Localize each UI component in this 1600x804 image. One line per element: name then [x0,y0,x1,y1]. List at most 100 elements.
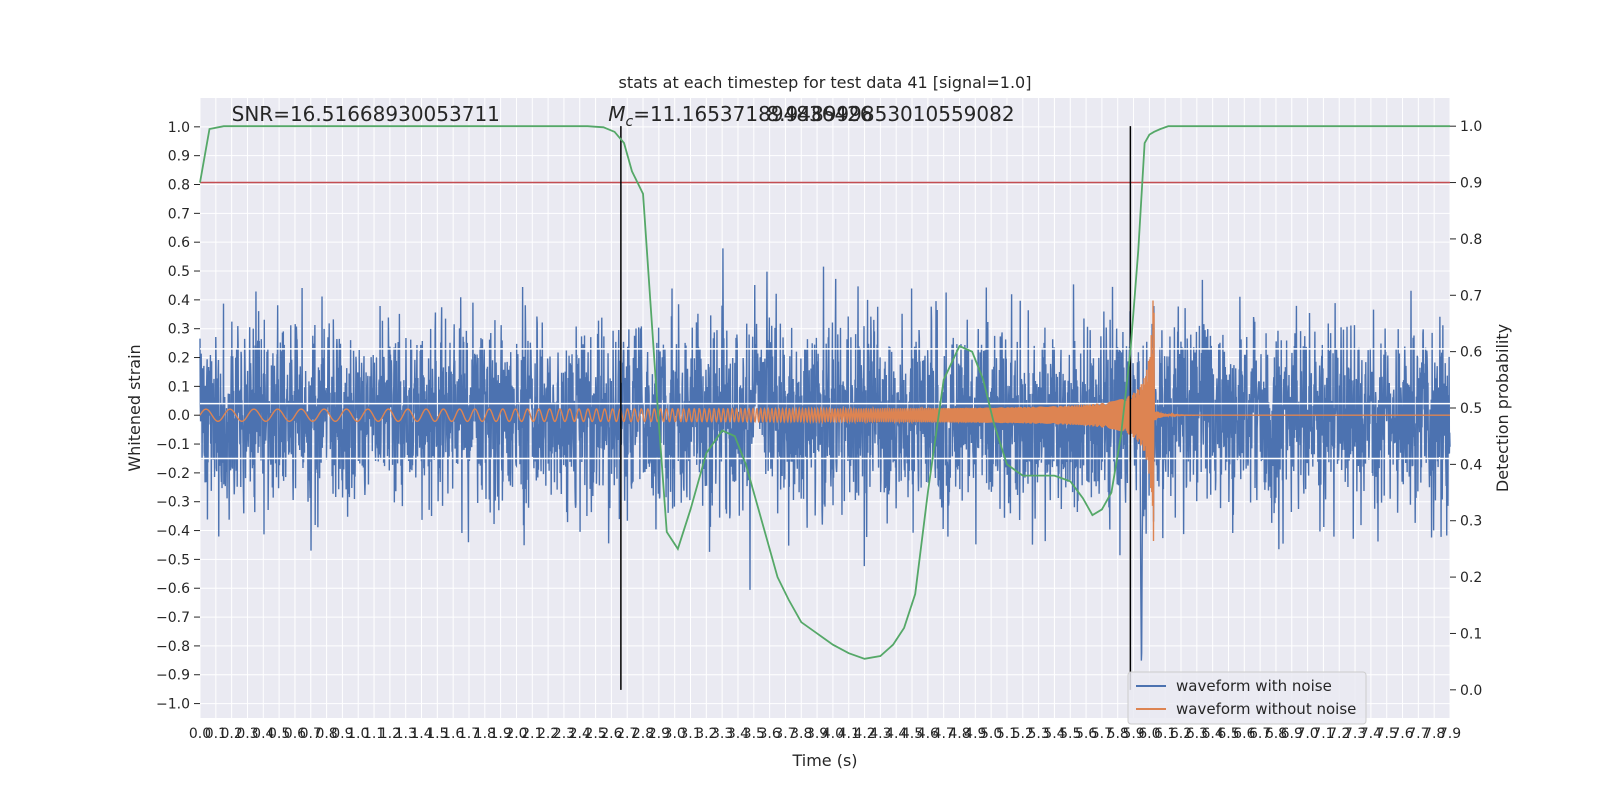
y-tick-label: 0.4 [168,293,190,309]
x-tick-label: 7.9 [1439,726,1461,742]
y-right-tick-label: 1.0 [1460,119,1482,135]
y-tick-label: −0.2 [156,466,190,482]
series-waveform-with-noise [199,248,1451,661]
y-tick-label: 0.1 [168,379,190,395]
y-right-tick-label: 0.6 [1460,345,1482,361]
x-tick-label: 7.5 [1376,726,1398,742]
x-tick-label: 2.2 [537,726,559,742]
x-tick-label: 4.3 [869,726,891,742]
x-tick-label: 4.6 [917,726,939,742]
x-tick-label: 5.8 [1107,726,1129,742]
x-tick-label: 3.6 [758,726,780,742]
x-tick-label: 5.7 [1091,726,1113,742]
y-right-tick-label: 0.2 [1460,570,1482,586]
y-tick-label: 0.6 [168,235,190,251]
y-right-tick-label: 0.0 [1460,683,1482,699]
x-tick-label: 0.6 [284,726,306,742]
annotations: SNR=16.51668930053711 Mc=11.1653718948364… [232,102,1015,130]
x-tick-label: 1.3 [395,726,417,742]
y-tick-label: 0.8 [168,178,190,194]
x-tick-label: 7.4 [1360,726,1382,742]
x-tick-label: 7.1 [1312,726,1334,742]
x-tick-label: 3.5 [743,726,765,742]
x-tick-label: 6.2 [1170,726,1192,742]
y-tick-label: −0.5 [156,552,190,568]
y-right-tick-label: 0.5 [1460,401,1482,417]
y-tick-label: −0.9 [156,668,190,684]
x-tick-label: 0.3 [236,726,258,742]
x-tick-label: 1.8 [474,726,496,742]
series-waveform-without-noise [199,300,1450,542]
annotation-text: SNR=16.51668930053711 [232,102,500,126]
x-tick-label: 2.9 [648,726,670,742]
x-tick-label: 0.5 [268,726,290,742]
y-tick-label: 0.2 [168,351,190,367]
x-tick-label: 2.0 [505,726,527,742]
x-tick-label: 2.7 [616,726,638,742]
y-tick-label: −0.1 [156,437,190,453]
x-tick-label: 0.1 [205,726,227,742]
x-tick-label: 5.3 [1027,726,1049,742]
x-tick-label: 6.6 [1233,726,1255,742]
y-right-tick-label: 0.4 [1460,457,1482,473]
x-tick-label: 1.2 [379,726,401,742]
axes-ticks: 0.00.10.20.30.40.50.60.70.80.91.01.11.21… [156,119,1482,742]
y-axis-label: Whitened strain [125,344,144,471]
x-tick-label: 3.2 [695,726,717,742]
y-right-tick-label: 0.9 [1460,176,1482,192]
x-tick-label: 5.4 [1043,726,1065,742]
y-tick-label: −0.4 [156,524,190,540]
x-tick-label: 3.0 [664,726,686,742]
chart-title: stats at each timestep for test data 41 … [619,73,1032,92]
x-tick-label: 1.1 [363,726,385,742]
x-tick-label: 5.5 [1059,726,1081,742]
y-right-tick-label: 0.7 [1460,288,1482,304]
y-right-tick-label: 0.8 [1460,232,1482,248]
x-tick-label: 4.5 [901,726,923,742]
x-tick-label: 0.7 [300,726,322,742]
y-tick-label: −0.7 [156,610,190,626]
y-tick-label: 0.3 [168,322,190,338]
x-tick-label: 5.1 [996,726,1018,742]
x-tick-label: 6.0 [1138,726,1160,742]
y-tick-label: 0.0 [168,408,190,424]
x-tick-label: 0.9 [331,726,353,742]
x-tick-label: 1.0 [347,726,369,742]
y-right-tick-label: 0.3 [1460,514,1482,530]
x-tick-label: 4.0 [822,726,844,742]
x-tick-label: 6.8 [1265,726,1287,742]
x-tick-label: 2.5 [584,726,606,742]
y-tick-label: 1.0 [168,120,190,136]
y-tick-label: −0.3 [156,495,190,511]
x-tick-label: 7.3 [1344,726,1366,742]
x-tick-label: 0.4 [252,726,274,742]
x-tick-label: 4.7 [933,726,955,742]
x-tick-label: 4.2 [853,726,875,742]
x-tick-label: 3.3 [711,726,733,742]
x-tick-label: 7.0 [1296,726,1318,742]
x-tick-label: 1.7 [458,726,480,742]
x-tick-label: 6.1 [1154,726,1176,742]
x-tick-label: 0.0 [189,726,211,742]
x-tick-label: 2.1 [521,726,543,742]
y-tick-label: 0.7 [168,206,190,222]
y-tick-label: 0.5 [168,264,190,280]
x-tick-label: 4.1 [838,726,860,742]
x-tick-label: 1.6 [442,726,464,742]
legend-entry-label: waveform without noise [1176,700,1356,718]
x-tick-label: 2.3 [553,726,575,742]
x-tick-label: 7.2 [1328,726,1350,742]
x-tick-label: 7.8 [1423,726,1445,742]
x-tick-label: 5.2 [1012,726,1034,742]
x-tick-label: 6.5 [1217,726,1239,742]
x-axis-label: Time (s) [791,751,857,770]
x-tick-label: 3.9 [806,726,828,742]
x-tick-label: 1.9 [490,726,512,742]
series-layer [199,125,1451,690]
legend: waveform with noise waveform without nois… [1127,671,1367,725]
x-tick-label: 5.0 [980,726,1002,742]
y-tick-label: −1.0 [156,697,190,713]
x-tick-label: 2.4 [569,726,591,742]
y-right-tick-label: 0.1 [1460,626,1482,642]
